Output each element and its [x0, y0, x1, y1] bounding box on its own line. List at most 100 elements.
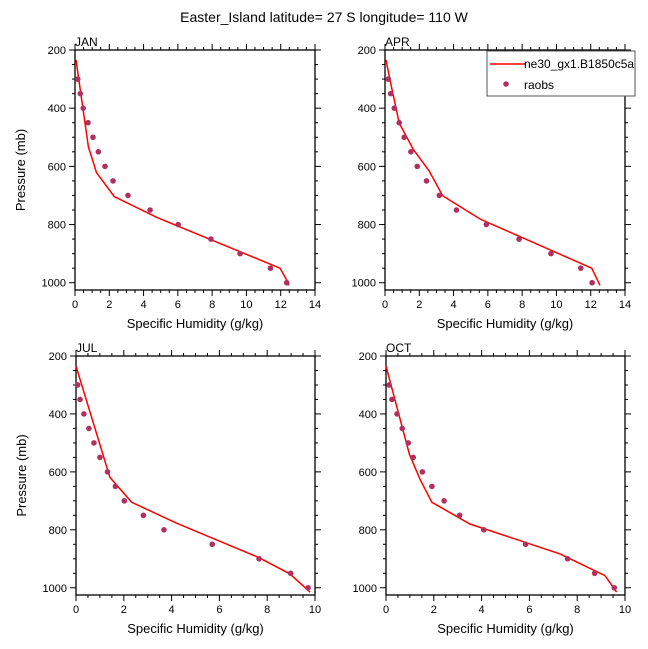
- y-tick-label: 800: [359, 525, 377, 537]
- panel-label: JAN: [75, 35, 98, 49]
- raobs-point: [86, 425, 92, 432]
- panel-apr: APR 0 2 4 6 8 10 12 14 200 400 600 800 1000 Specific H…: [352, 35, 632, 331]
- raobs-point: [209, 541, 216, 548]
- plot-frame: [74, 49, 316, 291]
- raobs-point: [480, 527, 487, 533]
- raobs-point: [77, 90, 84, 97]
- raobs-point: [386, 382, 392, 388]
- raobs-point: [389, 396, 395, 403]
- raobs-point: [399, 425, 406, 432]
- raobs-point: [85, 119, 91, 126]
- raobs-point: [95, 149, 102, 155]
- raobs-point: [237, 250, 243, 257]
- raobs-point: [80, 105, 87, 111]
- x-tick-label: 10: [309, 604, 321, 616]
- y-tick-label: 800: [48, 220, 66, 232]
- y-axis-label: Pressure (mb): [13, 129, 28, 211]
- raobs-point: [414, 163, 421, 170]
- raobs-point: [283, 279, 290, 286]
- y-tick-label: 800: [358, 220, 376, 232]
- x-tick-label: 10: [619, 604, 631, 616]
- model-line: [75, 59, 290, 286]
- x-tick-label: 8: [519, 299, 525, 311]
- raobs-point: [453, 207, 460, 213]
- x-tick-label: 6: [175, 299, 181, 311]
- raobs-point: [74, 382, 81, 388]
- raobs-point: [90, 134, 96, 141]
- x-tick-label: 4: [451, 299, 457, 311]
- raobs-point: [564, 555, 571, 562]
- raobs-point: [110, 178, 116, 184]
- raobs-point: [456, 512, 463, 519]
- x-tick-label: 6: [485, 299, 491, 311]
- raobs-point: [140, 512, 147, 519]
- raobs-point: [423, 178, 430, 184]
- raobs-point: [81, 411, 87, 417]
- y-tick-label: 1000: [352, 278, 376, 290]
- x-axis-label: Specific Humidity (g/kg): [437, 316, 574, 331]
- y-tick-label: 1000: [353, 583, 377, 595]
- raobs-point: [394, 411, 400, 417]
- x-tick-label: 10: [240, 299, 252, 311]
- x-tick-label: 4: [141, 299, 147, 311]
- raobs-point: [305, 584, 311, 591]
- x-tick-label: 0: [73, 604, 79, 616]
- x-tick-label: 4: [169, 604, 175, 616]
- y-tick-label: 600: [48, 161, 66, 173]
- x-tick-label: 8: [209, 299, 215, 311]
- raobs-point: [405, 440, 412, 446]
- x-tick-label: 0: [382, 299, 388, 311]
- y-tick-label: 400: [49, 409, 67, 421]
- raobs-point: [267, 265, 274, 271]
- x-axis-label: Specific Humidity (g/kg): [437, 621, 574, 636]
- panel-jan: JAN 0 2 4 6 8 10 12 14 200 400 600 800 1000 Specific H…: [13, 35, 321, 331]
- raobs-point: [97, 454, 103, 461]
- raobs-point: [483, 221, 490, 228]
- raobs-point: [611, 584, 618, 591]
- raobs-point: [147, 207, 153, 213]
- y-tick-label: 600: [359, 467, 377, 479]
- x-tick-label: 2: [121, 604, 127, 616]
- x-tick-label: 12: [275, 299, 287, 311]
- y-tick-label: 200: [49, 351, 67, 363]
- x-tick-label: 14: [619, 299, 631, 311]
- raobs-point: [74, 76, 81, 82]
- legend-label-raobs: raobs: [524, 78, 554, 92]
- model-line: [75, 365, 311, 593]
- x-tick-label: 4: [479, 604, 485, 616]
- panel-label: OCT: [386, 341, 412, 355]
- panel-label: APR: [385, 35, 410, 49]
- y-tick-label: 200: [358, 45, 376, 57]
- raobs-point: [91, 440, 97, 446]
- y-tick-label: 600: [49, 467, 67, 479]
- raobs-point: [161, 527, 167, 533]
- raobs-point: [410, 454, 417, 461]
- raobs-point: [102, 163, 108, 170]
- y-tick-label: 1000: [42, 278, 66, 290]
- panel-oct: OCT 0 2 4 6 8 10 200 400 600 800 1000 Specific Humid…: [353, 341, 632, 636]
- raobs-point: [391, 105, 398, 111]
- raobs-point: [387, 90, 394, 97]
- legend-marker-swatch: [503, 81, 509, 87]
- panel-label: JUL: [76, 341, 98, 355]
- raobs-point: [396, 119, 403, 126]
- legend-label-model: ne30_gx1.B1850c5a: [524, 57, 634, 71]
- x-tick-label: 12: [585, 299, 597, 311]
- raobs-point: [125, 192, 131, 199]
- x-tick-label: 2: [431, 604, 437, 616]
- raobs-point: [441, 498, 447, 504]
- plot-frame: [75, 355, 316, 596]
- raobs-point: [436, 192, 443, 199]
- chart-title: Easter_Island latitude= 27 S longitude= …: [180, 9, 468, 25]
- y-tick-label: 800: [49, 525, 67, 537]
- legend-box: [486, 50, 636, 97]
- y-tick-label: 400: [358, 103, 376, 115]
- raobs-point: [112, 483, 119, 490]
- raobs-point: [548, 250, 554, 257]
- raobs-point: [385, 76, 392, 82]
- x-axis-label: Specific Humidity (g/kg): [127, 316, 264, 331]
- raobs-point: [208, 236, 214, 242]
- x-tick-label: 2: [106, 299, 112, 311]
